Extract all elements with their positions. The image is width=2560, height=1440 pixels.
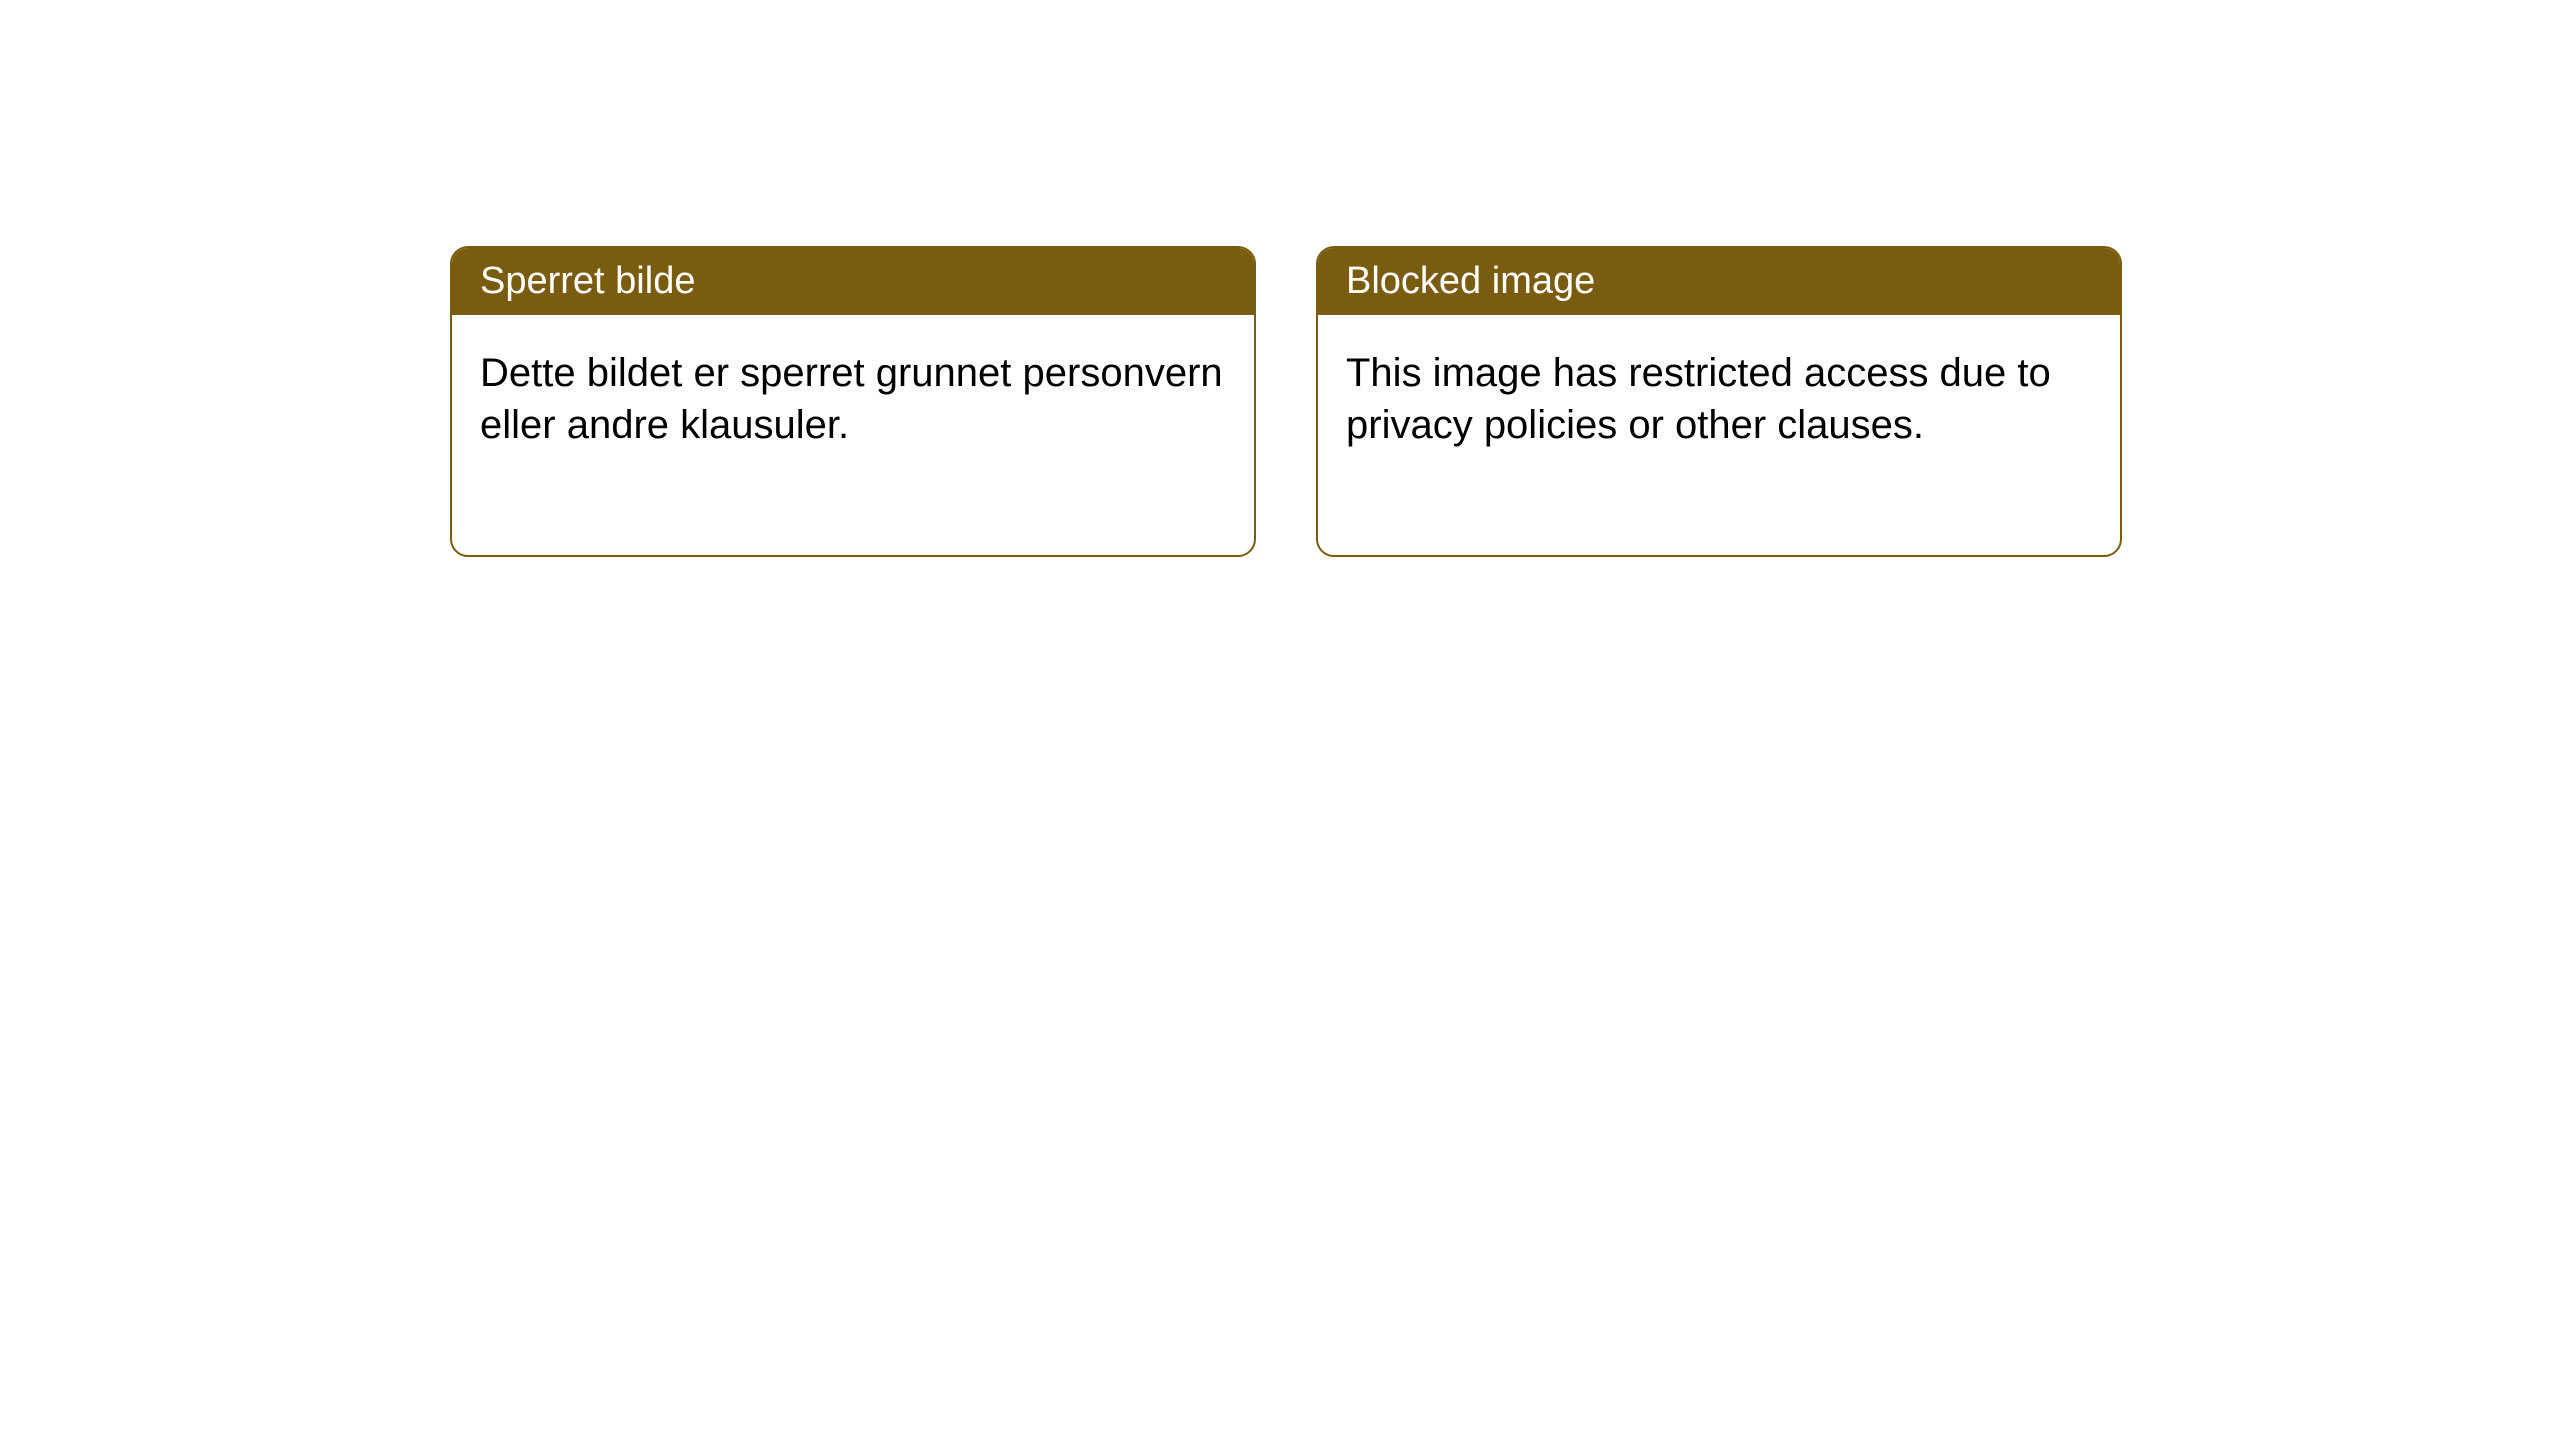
- blocked-image-card-en: Blocked image This image has restricted …: [1316, 246, 2122, 557]
- card-body-en: This image has restricted access due to …: [1318, 315, 2120, 555]
- card-title-en: Blocked image: [1318, 248, 2120, 315]
- blocked-image-card-no: Sperret bilde Dette bildet er sperret gr…: [450, 246, 1256, 557]
- notice-container: Sperret bilde Dette bildet er sperret gr…: [0, 0, 2560, 557]
- card-title-no: Sperret bilde: [452, 248, 1254, 315]
- card-body-no: Dette bildet er sperret grunnet personve…: [452, 315, 1254, 555]
